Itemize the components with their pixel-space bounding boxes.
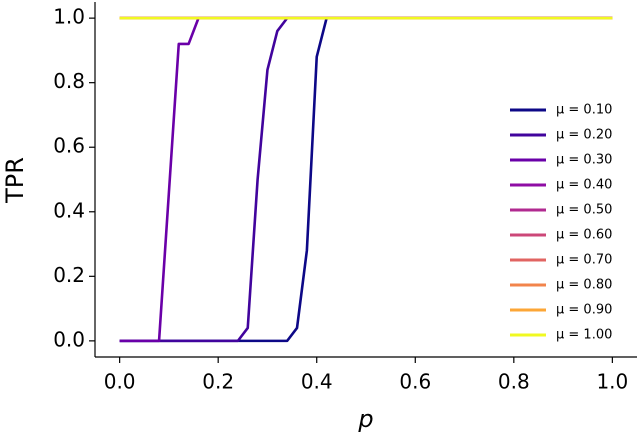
series-line: [119, 16, 613, 343]
legend-label: μ = 0.70: [556, 253, 612, 268]
legend-label: μ = 0.30: [556, 153, 612, 168]
legend-label: μ = 0.90: [556, 303, 612, 318]
legend-label: μ = 0.60: [556, 228, 612, 243]
legend-label: μ = 0.40: [556, 178, 612, 193]
x-axis-label: p: [357, 405, 373, 433]
y-tick-label: 0.2: [53, 263, 85, 287]
legend-label: μ = 0.20: [556, 128, 612, 143]
y-tick-label: 0.4: [53, 198, 85, 222]
legend-label: μ = 0.80: [556, 278, 612, 293]
x-tick-label: 0.6: [399, 370, 431, 394]
x-tick-label: 0.2: [202, 370, 234, 394]
y-tick-label: 0.6: [53, 134, 85, 158]
x-tick-label: 0.8: [498, 370, 530, 394]
x-tick-label: 1.0: [596, 370, 628, 394]
y-tick-label: 1.0: [53, 5, 85, 29]
y-tick-label: 0.8: [53, 69, 85, 93]
series-line: [119, 16, 613, 343]
series-line: [119, 16, 613, 343]
y-tick-label: 0.0: [53, 327, 85, 351]
x-tick-label: 0.0: [104, 370, 136, 394]
x-tick-label: 0.4: [301, 370, 333, 394]
legend-label: μ = 0.10: [556, 103, 612, 118]
legend-label: μ = 1.00: [556, 328, 612, 343]
y-axis-label: TPR: [1, 157, 29, 204]
legend-label: μ = 0.50: [556, 203, 612, 218]
